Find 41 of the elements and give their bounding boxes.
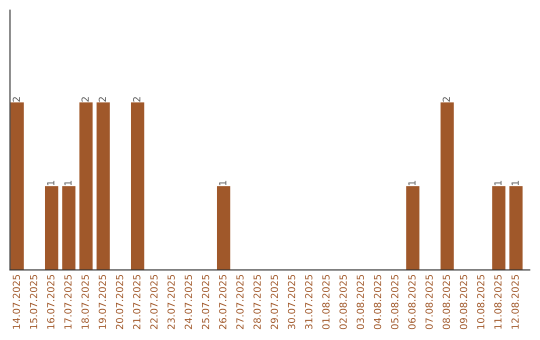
- x-tick-label: 12.08.2025: [511, 274, 519, 329]
- data-label: 1: [512, 180, 519, 186]
- data-label: 1: [408, 180, 416, 186]
- x-tick-label: 30.07.2025: [288, 274, 296, 330]
- x-tick-label: 19.07.2025: [98, 274, 106, 329]
- x-tick-label: 04.08.2025: [374, 274, 382, 330]
- x-tick-label: 16.07.2025: [47, 274, 54, 329]
- x-tick-label: 01.08.2025: [322, 274, 330, 330]
- data-label: 1: [47, 180, 54, 186]
- data-label: 2: [81, 97, 89, 102]
- x-tick-label: 08.08.2025: [442, 274, 450, 330]
- data-label: 2: [442, 97, 450, 102]
- x-tick-label: 27.07.2025: [236, 274, 244, 330]
- x-tick-label: 18.07.2025: [81, 274, 89, 329]
- x-tick-label: 24.07.2025: [184, 274, 192, 330]
- x-tick-label: 31.07.2025: [305, 274, 312, 330]
- x-tick-label: 15.07.2025: [30, 274, 38, 329]
- x-tick-label: 06.08.2025: [408, 274, 416, 330]
- x-tick-label: 03.08.2025: [356, 274, 364, 330]
- x-tick-label: 23.07.2025: [167, 274, 175, 330]
- x-tick-label: 05.08.2025: [391, 274, 398, 330]
- data-label: 1: [219, 180, 226, 186]
- x-tick-label: 09.08.2025: [460, 274, 468, 330]
- x-tick-label: 20.07.2025: [116, 274, 124, 330]
- data-label: 1: [494, 180, 502, 186]
- x-tick-label: 17.07.2025: [64, 274, 72, 329]
- data-label: 2: [133, 97, 140, 102]
- x-tick-label: 26.07.2025: [219, 274, 226, 330]
- x-tick-label: 22.07.2025: [150, 274, 158, 330]
- x-tick-label: 02.08.2025: [339, 274, 347, 330]
- x-tick-label: 28.07.2025: [253, 274, 261, 330]
- x-tick-label: 21.07.2025: [133, 274, 140, 330]
- x-tick-label: 11.08.2025: [494, 274, 502, 329]
- data-label: 1: [64, 180, 72, 186]
- x-tick-label: 07.08.2025: [425, 274, 433, 330]
- x-tick-label: 10.08.2025: [477, 274, 484, 329]
- data-label: 2: [12, 97, 20, 102]
- x-tick-label: 14.07.2025: [12, 274, 20, 329]
- data-label: 2: [98, 97, 106, 102]
- x-tick-label: 25.07.2025: [202, 274, 210, 330]
- x-tick-label: 29.07.2025: [270, 274, 278, 330]
